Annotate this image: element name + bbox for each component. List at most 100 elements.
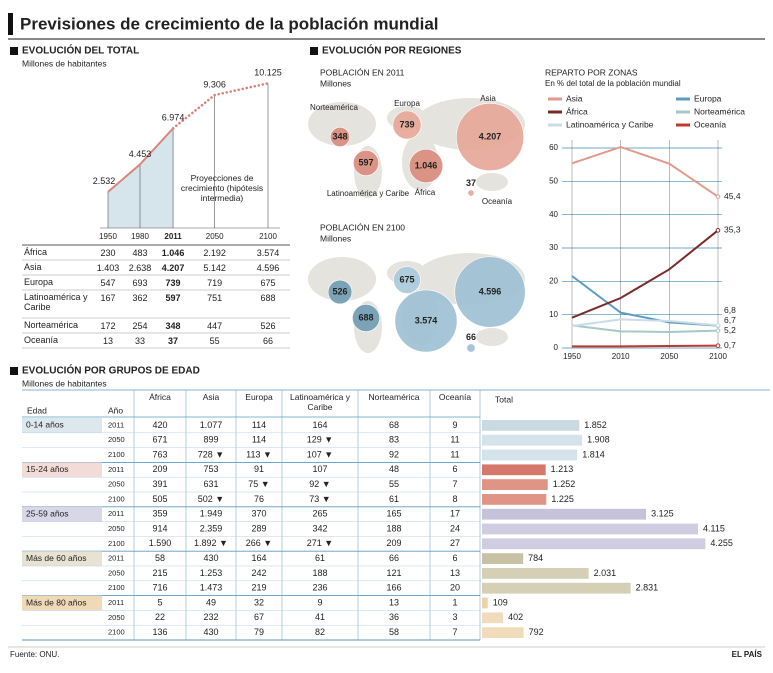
- table-cell: 37: [168, 336, 178, 346]
- group-label: 0-14 años: [26, 420, 64, 430]
- table-cell: 215: [152, 568, 167, 578]
- total-bar: [482, 627, 524, 638]
- table-cell: 2.192: [203, 248, 226, 258]
- subtitle: Millones de habitantes: [22, 378, 107, 388]
- table-cell: 66: [389, 553, 399, 563]
- table-cell: 17: [450, 509, 460, 519]
- table-cell: 11: [450, 435, 459, 445]
- table-cell: 13: [450, 568, 460, 578]
- table-cell: 5.142: [203, 263, 226, 273]
- table-cell: 11: [450, 449, 459, 459]
- bubble-label: 3.574: [415, 315, 438, 325]
- column-header: Edad: [27, 405, 47, 415]
- table-cell: 129 ▼: [307, 435, 333, 445]
- table-cell: 753: [203, 464, 218, 474]
- total-bar: [482, 612, 504, 624]
- table-cell: 121: [386, 568, 401, 578]
- year: 2100: [108, 494, 125, 503]
- year: 2100: [108, 583, 125, 592]
- table-cell: 391: [152, 479, 167, 489]
- x-tick-label: 2050: [660, 352, 678, 361]
- bar-label: 792: [529, 627, 544, 637]
- table-cell: 107 ▼: [307, 449, 333, 459]
- group-label: 15-24 años: [26, 464, 69, 474]
- bar-label: 4.115: [703, 523, 725, 533]
- y-tick-label: 0: [554, 343, 559, 352]
- table-cell: 209: [152, 464, 167, 474]
- column-header: Total: [495, 394, 513, 404]
- bar-label: 1.213: [551, 464, 574, 474]
- year: 2050: [108, 480, 125, 489]
- bar-label: 3.125: [651, 509, 674, 519]
- x-tick-label: 2011: [164, 232, 182, 241]
- table-cell: 33: [135, 336, 145, 346]
- value-label: 10.125: [254, 68, 282, 78]
- column-header-box: Latinoamérica y Caribe: [290, 393, 350, 412]
- bubble-label: 66: [466, 332, 476, 342]
- bubble: [408, 148, 444, 184]
- table-cell: 716: [152, 583, 167, 593]
- section-title: EVOLUCIÓN POR REGIONES: [322, 44, 462, 57]
- bubble: [352, 304, 380, 332]
- bubble: [392, 110, 422, 140]
- table-cell: 505: [152, 494, 167, 504]
- table-cell: 172: [100, 321, 115, 331]
- table-cell: 114: [252, 420, 266, 430]
- column-header-box: Oceanía: [439, 393, 471, 402]
- legend-label: Norteamérica: [694, 106, 745, 116]
- group-label: Más de 60 años: [26, 553, 86, 563]
- bubble: [329, 126, 351, 148]
- bubble-label: 526: [332, 286, 347, 296]
- table-cell: 188: [312, 568, 327, 578]
- y-tick-label: 60: [549, 143, 558, 152]
- table-cell: 4.207: [162, 263, 185, 273]
- table-cell: 58: [155, 553, 165, 563]
- table-cell: 763: [152, 449, 167, 459]
- column-header-box: Norteamérica: [368, 393, 419, 402]
- bubble-label: 675: [399, 274, 414, 284]
- bar-label: 1.225: [551, 494, 574, 504]
- table-cell: 9: [317, 597, 322, 607]
- table-cell: 209: [386, 538, 401, 548]
- table-cell: 719: [207, 278, 222, 288]
- legend-label: Latinoamérica y Caribe: [566, 119, 654, 129]
- bubble-label: 1.046: [415, 160, 438, 170]
- bubble: [466, 343, 476, 353]
- table-cell: 13: [389, 597, 399, 607]
- source: Fuente: ONU.: [10, 650, 59, 659]
- group-band: [22, 595, 102, 611]
- column-header-box: África: [149, 393, 171, 402]
- total-bar: [482, 449, 578, 461]
- region-label: Norteamérica: [310, 103, 359, 112]
- series-line: [571, 145, 719, 198]
- table-cell: 230: [100, 248, 115, 258]
- bar-label: 1.908: [587, 435, 610, 445]
- year: 2011: [108, 509, 124, 518]
- bubble: [394, 289, 458, 353]
- table-cell: 32: [254, 597, 264, 607]
- chart-subtitle: En % del total de la población mundial: [545, 79, 681, 88]
- column-header-box: Asia: [202, 393, 220, 402]
- x-tick-label: 1950: [99, 232, 117, 241]
- year: 2050: [108, 435, 125, 444]
- y-tick-label: 30: [549, 243, 558, 252]
- column-header: Asia: [202, 393, 220, 402]
- table-cell: 420: [152, 420, 167, 430]
- group-band: [22, 462, 102, 478]
- table-cell: 9: [452, 420, 457, 430]
- table-cell: 58: [389, 627, 399, 637]
- x-tick-label: 2100: [259, 232, 277, 241]
- area-fill: [108, 128, 174, 228]
- series-line: [571, 324, 719, 334]
- y-tick-label: 50: [549, 176, 558, 185]
- total-bar: [482, 420, 580, 431]
- region-name-box: Latinoamérica y Caribe: [24, 292, 88, 312]
- table-cell: 24: [450, 523, 460, 533]
- table-cell: 447: [207, 321, 222, 331]
- total-bar: [482, 582, 631, 594]
- table-cell: 693: [132, 278, 147, 288]
- y-tick-label: 10: [549, 310, 558, 319]
- bubble: [327, 279, 353, 305]
- year: 2011: [108, 420, 124, 429]
